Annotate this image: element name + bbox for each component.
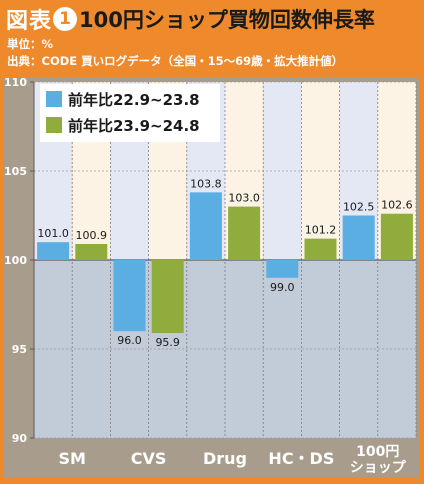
source-note: 出典：CODE 買いログデータ（全国・15～69歳・拡大推計値）	[7, 54, 344, 68]
data-label: 100.9	[76, 229, 108, 242]
data-label: 99.0	[270, 281, 295, 294]
bar	[189, 192, 222, 260]
data-label: 95.9	[155, 336, 180, 349]
bar	[342, 215, 375, 260]
below-baseline-region	[34, 260, 416, 438]
data-label: 102.5	[343, 201, 375, 214]
category-label: CVS	[131, 449, 167, 468]
data-label: 103.0	[228, 192, 260, 205]
category-label: ショップ	[350, 460, 407, 476]
bar	[151, 260, 184, 333]
legend-label: 前年比22.9~23.8	[68, 91, 200, 109]
legend-label: 前年比23.9~24.8	[68, 117, 200, 135]
data-label: 101.2	[305, 224, 337, 237]
unit-note: 単位：%	[7, 37, 54, 51]
chart-header: 図表 1 100円ショップ買物回数伸長率 単位：% 出典：CODE 買いログデー…	[0, 0, 424, 78]
category-label: HC・DS	[268, 449, 334, 468]
figure-number-badge: 1	[53, 7, 78, 31]
data-label: 103.8	[190, 177, 222, 190]
legend-box	[40, 84, 220, 142]
legend-swatch	[46, 117, 62, 133]
y-tick-label: 95	[12, 343, 27, 356]
y-tick-label: 90	[12, 432, 28, 445]
bar	[113, 260, 146, 332]
chart-plot: 90 95 100 105 110 101.0 96.0 103.8 99.0 102.5 100.…	[4, 78, 420, 478]
bar	[304, 238, 337, 260]
bar	[266, 260, 299, 278]
y-tick-label: 105	[4, 165, 27, 178]
title-row: 図表 1 100円ショップ買物回数伸長率	[6, 3, 375, 35]
figure-label: 図表	[6, 9, 53, 34]
bar	[228, 206, 261, 260]
data-label: 96.0	[117, 334, 142, 347]
y-tick-label: 100	[4, 254, 27, 267]
y-tick-label: 110	[4, 78, 27, 89]
data-label: 101.0	[37, 227, 69, 240]
legend-swatch	[46, 91, 62, 107]
bar	[37, 242, 70, 260]
category-label: 100円	[356, 444, 399, 460]
chart-title: 100円ショップ買物回数伸長率	[79, 8, 375, 32]
category-label: SM	[58, 449, 85, 468]
bar	[380, 213, 413, 260]
legend: 前年比22.9~23.8 前年比23.9~24.8	[40, 84, 220, 142]
data-label: 102.6	[381, 199, 413, 212]
bar	[75, 243, 108, 260]
category-label: Drug	[203, 449, 247, 468]
